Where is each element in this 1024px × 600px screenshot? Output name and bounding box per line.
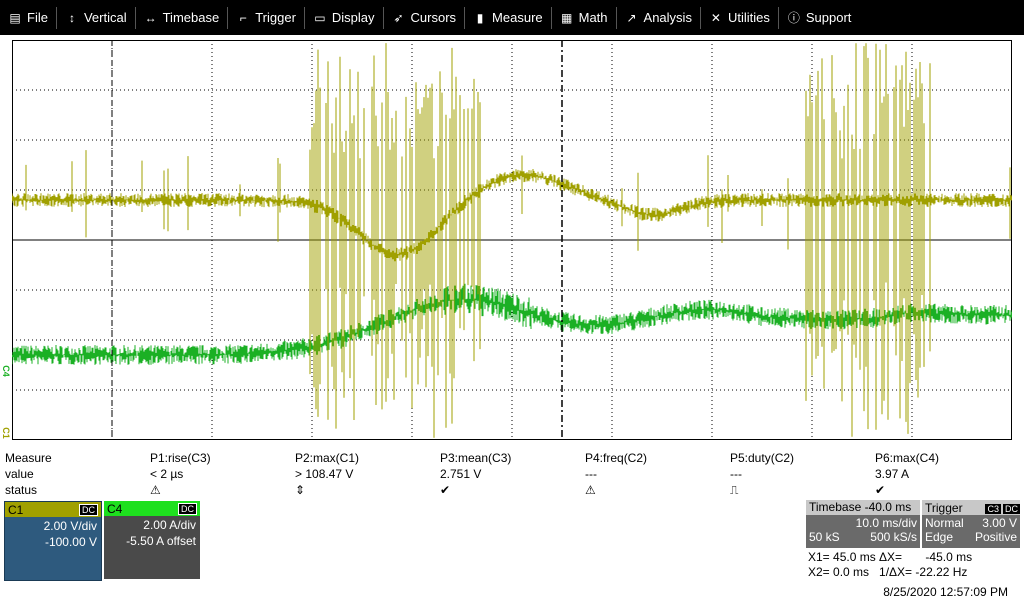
menu-label: Cursors [410,10,457,25]
menu-separator [699,6,701,29]
support-icon: ⓘ [787,11,800,25]
waveform-grid[interactable] [12,40,1012,440]
menu-file[interactable]: ▤ File [0,0,56,35]
value-row-label: value [5,467,34,481]
menu-separator [615,6,617,29]
analysis-icon: ↗ [626,10,637,25]
menu-separator [303,6,305,29]
menu-label: Math [578,10,608,25]
p1-status-icon: ⚠ [150,483,161,497]
p4-value: --- [585,467,597,481]
menu-separator [55,6,57,29]
menu-vertical[interactable]: ↕ Vertical [57,0,135,35]
p2-status-icon: ⇕ [295,483,306,497]
c4-offset: -5.50 A offset [126,534,196,548]
menu-separator [464,6,466,29]
p6-name[interactable]: P6:max(C4) [875,451,940,465]
menu-label: File [27,10,48,25]
menu-separator [777,6,779,29]
c4-waveform [12,283,1012,365]
menu-label: Support [805,10,852,25]
c4-channel-box[interactable]: C4 DC 2.00 A/div -5.50 A offset [104,501,200,579]
p5-name[interactable]: P5:duty(C2) [730,451,795,465]
vertical-arrows-icon: ↕ [68,10,75,25]
timebase-title: Timebase -40.0 ms [806,500,920,515]
p5-value: --- [730,467,742,481]
menu-timebase[interactable]: ↔ Timebase [136,0,228,35]
trigger-type: Edge [925,530,954,544]
p4-name[interactable]: P4:freq(C2) [585,451,648,465]
c4-marker: C4 [0,365,11,377]
menu-label: Vertical [83,10,127,25]
trigger-source-badge: C3 [985,503,1001,514]
menu-analysis[interactable]: ↗ Analysis [617,0,700,35]
menu-math[interactable]: ▦ Math [552,0,616,35]
menu-cursors[interactable]: ➶ Cursors [384,0,465,35]
c4-scale: 2.00 A/div [143,518,196,532]
measure-header-label: Measure [5,451,52,465]
c1-waveform [12,43,1012,438]
cursor-line-2: X2= 0.0 ms 1/ΔX= -22.22 Hz [808,565,968,579]
p3-name[interactable]: P3:mean(C3) [440,451,512,465]
c1-channel-name: C1 [8,502,24,517]
menu-trigger[interactable]: ⌐ Trigger [228,0,304,35]
menu-bar: ▤ File ↕ Vertical ↔ Timebase ⌐ Trigger ▭ Display ➶… [0,0,1024,35]
status-row-label: status [5,483,38,497]
c1-offset: -100.00 V [44,535,97,549]
menu-label: Utilities [727,10,770,25]
c1-coupling-badge: DC [79,503,98,516]
cursor-line-1: X1= 45.0 ms ΔX= -45.0 ms [808,550,973,564]
menu-label: Trigger [255,10,296,25]
math-icon: ▦ [560,10,573,25]
p1-value: < 2 µs [150,467,184,481]
trigger-coupling-badge: DC [1003,503,1020,514]
p6-status-icon: ✔ [875,483,886,497]
menu-label: Display [331,10,375,25]
trigger-title: Trigger [925,500,963,515]
trigger-icon: ⌐ [239,10,247,25]
c1-scale: 2.00 V/div [43,519,97,533]
trigger-mode: Normal [925,516,964,530]
trigger-level: 3.00 V [982,516,1017,530]
p5-status-icon: ⎍ [730,483,739,497]
menu-utilities[interactable]: ✕ Utilities [701,0,778,35]
cursor-icon: ➶ [393,10,404,25]
measure-table: Measure P1:rise(C3) P2:max(C1) P3:mean(C… [0,451,1024,499]
file-icon: ▤ [9,10,21,25]
p6-value: 3.97 A [875,467,910,481]
timebase-rate: 500 kS/s [870,530,917,544]
c4-channel-name: C4 [107,501,123,516]
cursor-readout: X1= 45.0 ms ΔX= -45.0 ms X2= 0.0 ms 1/ΔX… [808,550,972,579]
trigger-slope: Positive [974,530,1017,544]
menu-measure[interactable]: ▮ Measure [465,0,551,35]
timebase-samples: 50 kS [809,530,840,544]
menu-separator [550,6,552,29]
trigger-box[interactable]: Trigger C3 DC Normal 3.00 V Edge Positive [922,500,1020,548]
c1-marker: C1 [0,427,11,439]
menu-separator [134,6,136,29]
p1-name[interactable]: P1:rise(C3) [150,451,211,465]
c4-coupling-badge: DC [178,502,197,515]
menu-separator [227,6,229,29]
timebase-box[interactable]: Timebase -40.0 ms 10.0 ms/div 50 kS 500 … [806,500,920,548]
display-icon: ▭ [314,10,326,25]
menu-label: Measure [492,10,543,25]
p4-status-icon: ⚠ [585,483,596,497]
measure-icon: ▮ [476,10,484,25]
menu-display[interactable]: ▭ Display [305,0,383,35]
horizontal-arrows-icon: ↔ [144,10,157,25]
p3-status-icon: ✔ [440,483,451,497]
timebase-scale: 10.0 ms/div [855,516,917,530]
date-time: 8/25/2020 12:57:09 PM [883,585,1008,599]
c1-channel-box[interactable]: C1 DC 2.00 V/div -100.00 V [4,501,102,581]
menu-support[interactable]: ⓘ Support [779,0,860,35]
menu-separator [382,6,384,29]
utilities-icon: ✕ [710,10,721,25]
menu-label: Analysis [643,10,692,25]
p3-value: 2.751 V [440,467,482,481]
waveform-display [12,40,1012,440]
menu-label: Timebase [162,10,220,25]
p2-value: > 108.47 V [295,467,354,481]
p2-name[interactable]: P2:max(C1) [295,451,360,465]
